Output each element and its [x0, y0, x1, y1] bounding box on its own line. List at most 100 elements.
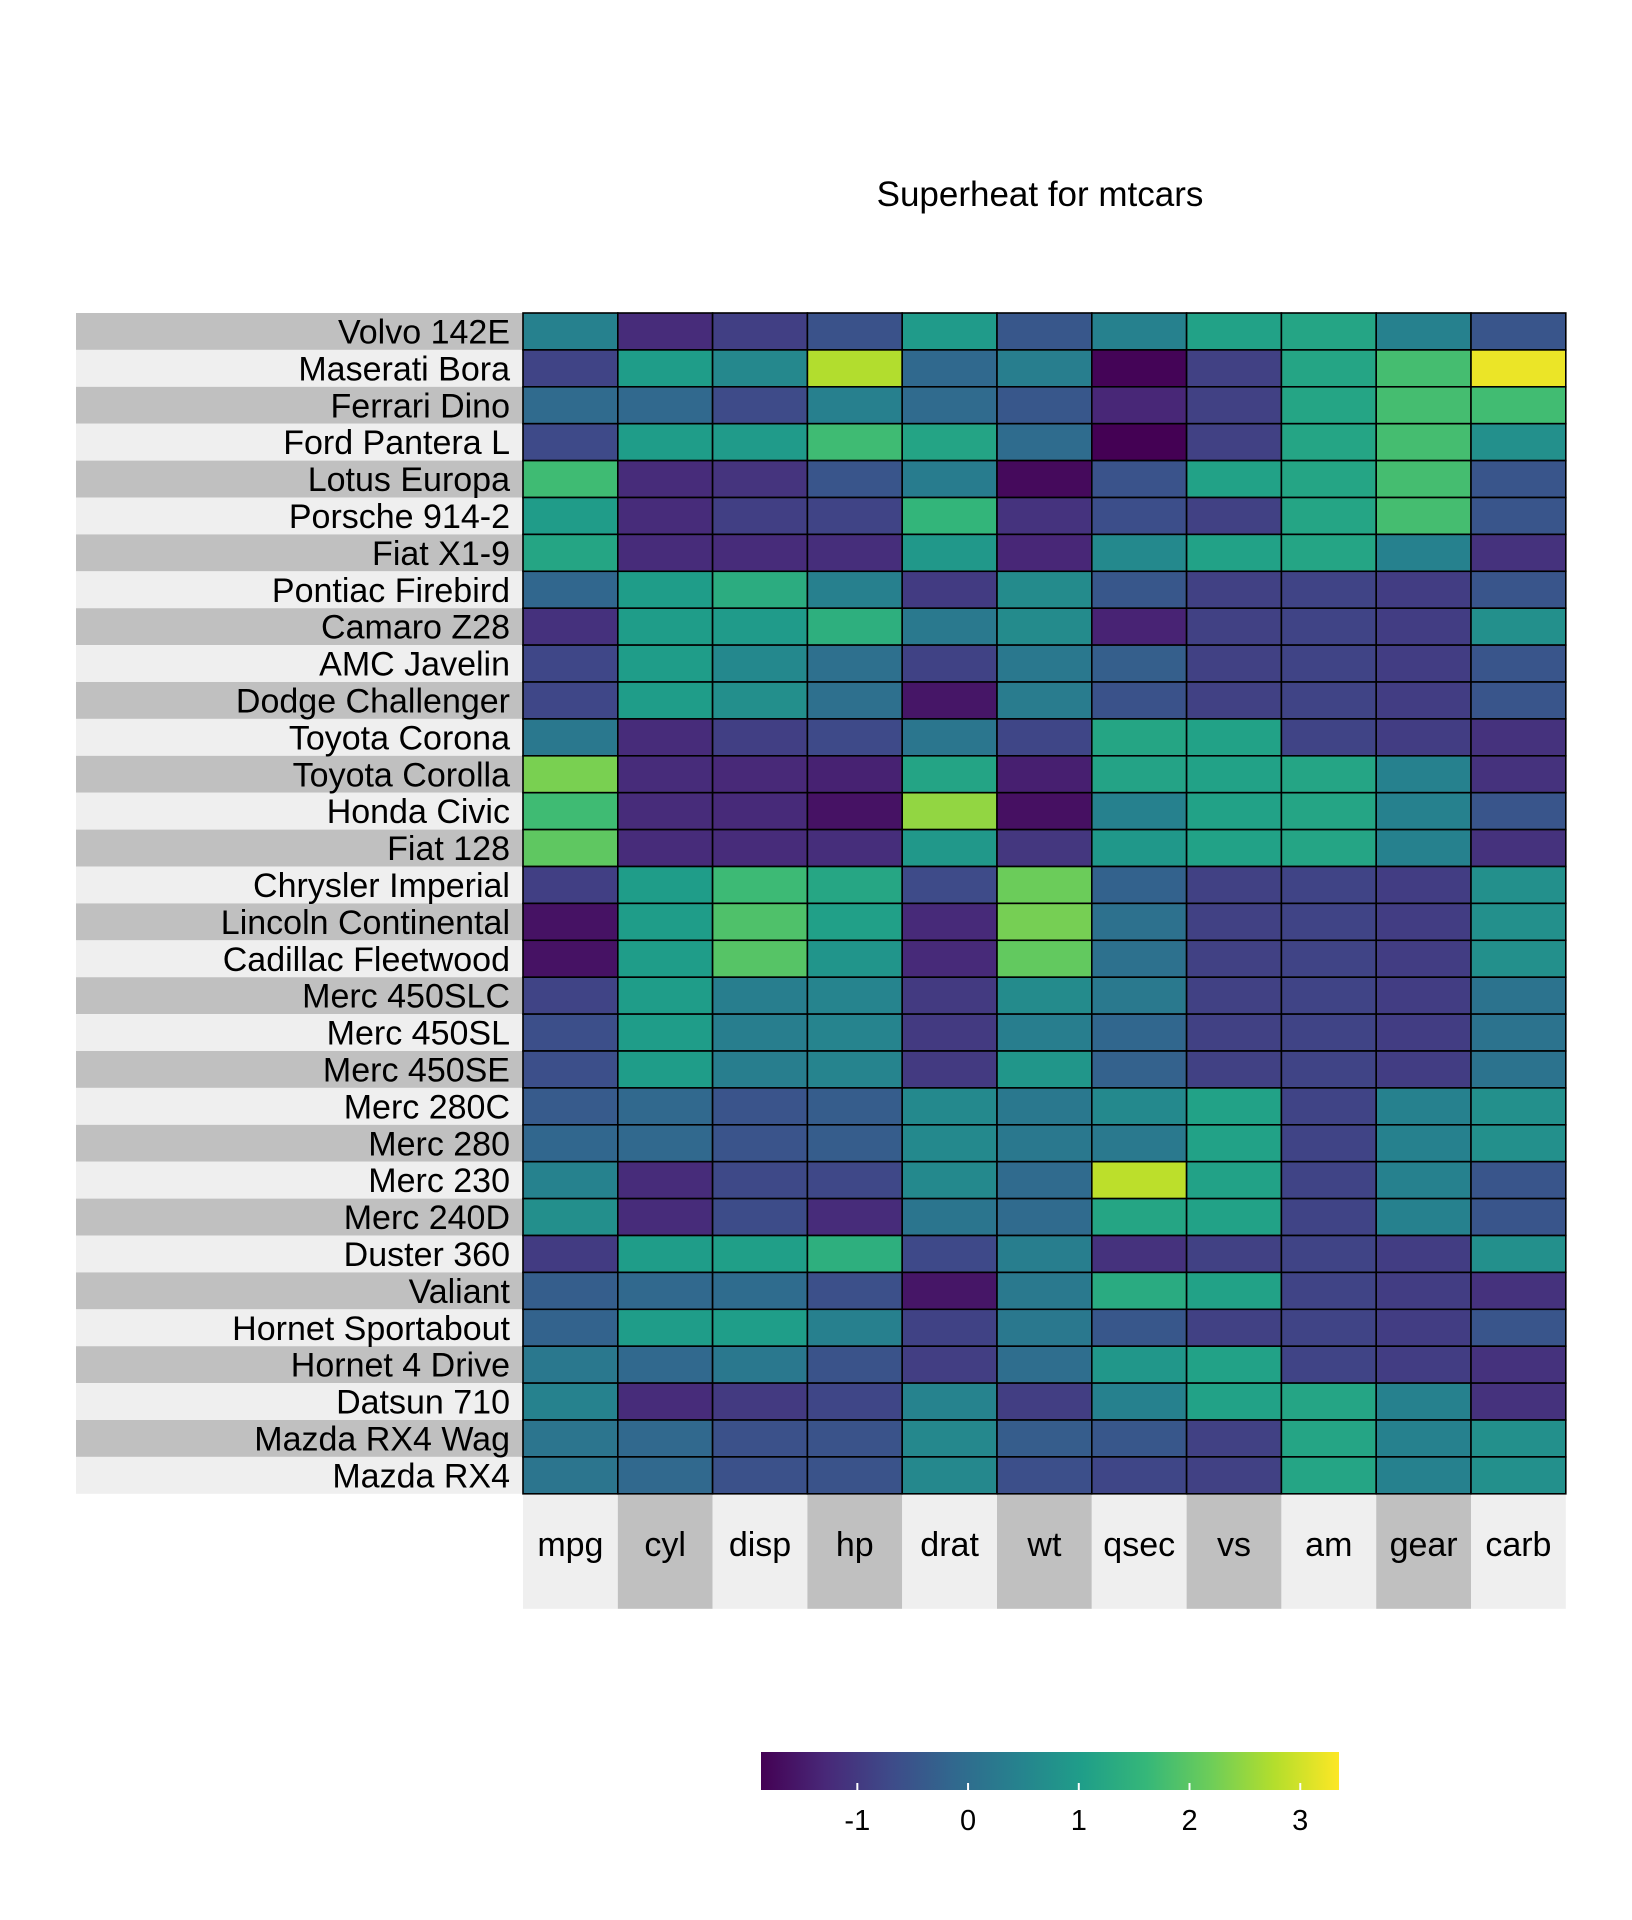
row-band [76, 1014, 523, 1051]
heatmap-cell [806, 1234, 904, 1274]
heatmap-cell [1280, 496, 1378, 536]
heatmap-cell [1185, 422, 1283, 462]
heatmap-cell [1470, 1013, 1567, 1052]
heatmap-cell [806, 1013, 904, 1052]
heatmap-cell [1375, 422, 1472, 462]
heatmap-cell [616, 1345, 714, 1384]
heatmap-cell [616, 828, 714, 868]
heatmap-cell [1185, 865, 1283, 905]
heatmap-cell [901, 1087, 998, 1126]
heatmap-cell [1185, 644, 1283, 683]
heatmap-cell [1091, 1087, 1188, 1126]
heatmap-cell [1375, 1050, 1472, 1089]
legend-tick-label: 0 [960, 1805, 976, 1837]
heatmap-cell [806, 1197, 904, 1237]
heatmap-cell [1470, 570, 1567, 609]
heatmap-cell [1470, 1160, 1567, 1200]
heatmap-cell [522, 459, 619, 499]
row-band [76, 497, 523, 535]
row-band [76, 349, 523, 387]
heatmap-cell [1091, 570, 1188, 609]
chart-title: Superheat for mtcars [877, 175, 1204, 214]
heatmap-cell [1091, 1124, 1188, 1163]
heatmap-cell [522, 1124, 619, 1163]
heatmap-cell [1280, 312, 1378, 351]
heatmap-cell [616, 1160, 714, 1200]
heatmap-cell [1470, 939, 1567, 978]
heatmap-cell [1470, 1234, 1567, 1274]
heatmap-cell [1470, 422, 1567, 462]
row-label: Maserati Bora [298, 350, 510, 388]
heatmap-cell [522, 1087, 619, 1126]
heatmap-cell [901, 1271, 998, 1311]
row-label: AMC Javelin [319, 646, 510, 684]
heatmap-cell [996, 681, 1093, 720]
column-band [1186, 1493, 1282, 1609]
heatmap-cell [1091, 1308, 1188, 1348]
heatmap-cell [1091, 1419, 1188, 1458]
heatmap-cell [1185, 349, 1283, 388]
heatmap-cell [996, 1308, 1093, 1348]
heatmap-cell [901, 385, 998, 425]
heatmap-cell [1091, 385, 1188, 425]
heatmap-cell [711, 939, 809, 978]
heatmap-cell [711, 607, 809, 646]
row-label: Lincoln Continental [221, 904, 510, 942]
heatmap-cell [1185, 1456, 1283, 1495]
heatmap-cell [1375, 1456, 1472, 1495]
heatmap-cell [1375, 1124, 1472, 1163]
heatmap-cell [522, 1271, 619, 1311]
column-label: wt [1026, 1526, 1062, 1564]
row-label: Chrysler Imperial [253, 867, 510, 905]
row-band [76, 1309, 523, 1347]
color-legend-ticks: -1 0 1 2 3 [844, 1783, 1308, 1837]
row-band [76, 645, 523, 682]
heatmap-cell [1280, 422, 1378, 462]
heatmap-cell [522, 828, 619, 868]
heatmap-cell [1470, 1087, 1567, 1126]
heatmap-cell [901, 570, 998, 609]
heatmap-cell [806, 1345, 904, 1384]
row-band [76, 423, 523, 461]
heatmap-cell [522, 1013, 619, 1052]
heatmap-cell [711, 1087, 809, 1126]
heatmap-cell [711, 1345, 809, 1384]
heatmap-cell [1470, 349, 1567, 388]
row-band [76, 608, 523, 646]
heatmap-cell [1185, 1087, 1283, 1126]
heatmap-cell [1091, 902, 1188, 942]
heatmap-cell [1280, 1382, 1378, 1421]
row-label-bands [76, 313, 523, 1494]
heatmap-cell [616, 976, 714, 1015]
heatmap-cell [1185, 754, 1283, 794]
row-label: Mazda RX4 Wag [254, 1420, 510, 1458]
row-band [76, 1161, 523, 1199]
heatmap-cell [901, 607, 998, 646]
column-labels: mpg cyl disp hp drat wt qsec vs am gear carb [537, 1526, 1551, 1564]
heatmap-cell [1375, 570, 1472, 609]
heatmap-cell [1470, 681, 1567, 720]
heatmap-cell [806, 1456, 904, 1495]
color-legend-bar [761, 1752, 1339, 1790]
legend-tick-label: -1 [844, 1805, 870, 1837]
heatmap-cell [711, 976, 809, 1015]
row-label: Toyota Corolla [293, 756, 510, 794]
heatmap-cell [1280, 939, 1378, 978]
heatmap-cell [1470, 607, 1567, 646]
heatmap-cell [1185, 791, 1283, 831]
heatmap-cell [1280, 349, 1378, 388]
row-band [76, 313, 523, 350]
heatmap-cell [1185, 1234, 1283, 1274]
heatmap-cell [1375, 1382, 1472, 1421]
heatmap-cell [1280, 1419, 1378, 1458]
row-band [76, 903, 523, 941]
heatmap-cell [901, 1382, 998, 1421]
row-label: Pontiac Firebird [272, 572, 510, 610]
legend-tick-label: 1 [1071, 1805, 1087, 1837]
heatmap-cell [1091, 349, 1188, 388]
heatmap-cell [1375, 976, 1472, 1015]
heatmap-cell [1375, 385, 1472, 425]
heatmap-cell [996, 570, 1093, 609]
heatmap-cell [1091, 976, 1188, 1015]
heatmap-cell [522, 1456, 619, 1495]
